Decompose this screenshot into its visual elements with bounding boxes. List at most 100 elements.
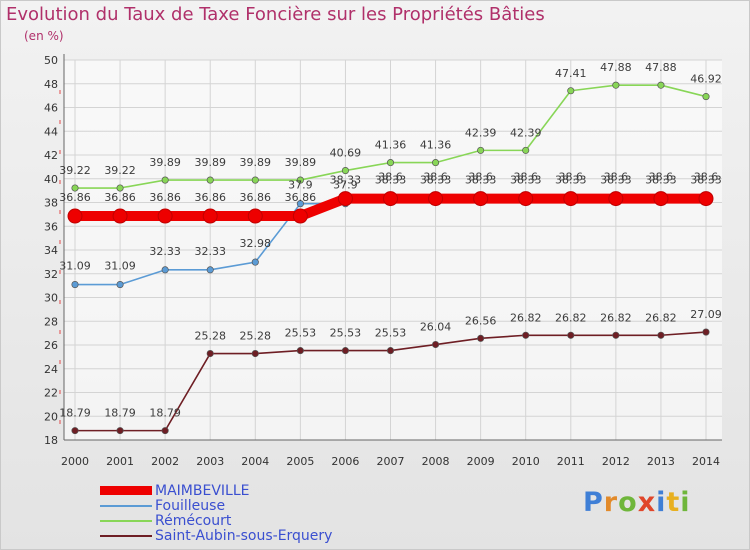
data-point-fouilleuse [116,281,124,289]
data-label-maimbeville: 38.33 [465,174,497,187]
legend-label-maimbeville: MAIMBEVILLE [155,483,250,499]
data-point-remecourt [657,81,665,89]
logo-letter: i [680,487,691,518]
data-label-maimbeville: 36.86 [240,191,272,204]
data-point-remecourt [386,159,395,167]
data-point-maimbeville [67,208,83,224]
data-point-saint-aubin [116,427,124,435]
y-tick-label: 38 [44,197,58,210]
logo-letter: P [583,487,604,518]
data-label-remecourt: 39.22 [59,164,91,177]
data-label-maimbeville: 38.33 [645,174,677,187]
x-tick-label: 2007 [377,455,405,468]
data-label-maimbeville: 38.33 [330,174,362,187]
data-label-saint-aubin: 26.04 [420,321,452,334]
x-tick-label: 2010 [512,455,540,468]
data-label-maimbeville: 38.33 [420,174,452,187]
legend-swatch-saint-aubin [100,535,152,537]
logo-letter: o [618,487,638,518]
legend-swatch-remecourt [100,520,152,522]
data-point-saint-aubin [296,347,304,355]
data-label-saint-aubin: 26.82 [510,311,542,324]
data-point-remecourt [567,87,575,95]
data-label-remecourt: 47.41 [555,67,587,80]
data-point-maimbeville [202,208,218,224]
y-tick-label: 22 [44,387,58,400]
y-tick-label: 44 [44,125,58,138]
data-point-saint-aubin [522,331,530,339]
data-point-saint-aubin [206,349,214,358]
data-label-maimbeville: 38.33 [690,174,722,187]
proxiti-logo: Proxiti [583,487,691,518]
legend-swatch-fouilleuse [100,505,152,507]
data-label-saint-aubin: 25.53 [375,327,407,340]
legend-label-remecourt: Rémécourt [155,513,232,529]
x-tick-label: 2011 [557,455,585,468]
y-tick-label: 40 [44,173,58,186]
data-point-remecourt [116,184,124,192]
data-point-fouilleuse [296,200,304,208]
x-tick-label: 2009 [467,455,495,468]
data-point-fouilleuse [71,281,79,289]
y-tick-label: 36 [44,220,58,233]
data-label-remecourt: 42.39 [510,126,542,139]
y-tick-label: 26 [44,339,58,352]
data-label-saint-aubin: 18.79 [59,407,91,420]
data-label-saint-aubin: 18.79 [104,407,136,420]
x-tick-label: 2014 [692,455,720,468]
data-label-saint-aubin: 26.82 [555,311,587,324]
data-label-maimbeville: 38.33 [555,174,587,187]
data-point-saint-aubin [386,347,395,355]
data-point-remecourt [161,176,169,184]
data-label-fouilleuse: 38.6 [649,170,674,183]
data-point-maimbeville [247,208,263,224]
data-label-saint-aubin: 26.82 [600,311,632,324]
data-label-remecourt: 47.88 [600,61,632,74]
data-point-remecourt [251,176,259,184]
data-point-maimbeville [157,208,173,224]
x-tick-label: 2001 [106,455,134,468]
data-point-saint-aubin [432,340,440,349]
data-label-maimbeville: 36.86 [149,191,181,204]
data-label-saint-aubin: 27.09 [690,308,722,321]
x-tick-label: 2003 [196,455,224,468]
data-label-fouilleuse: 37.9 [288,179,313,192]
data-label-saint-aubin: 25.28 [194,330,226,343]
logo-letter: t [666,487,681,518]
data-label-remecourt: 41.36 [375,139,407,152]
data-label-remecourt: 39.89 [240,156,272,169]
data-point-saint-aubin [657,331,665,339]
x-tick-label: 2002 [151,455,179,468]
data-point-maimbeville [428,191,444,207]
y-tick-label: 46 [44,102,58,115]
logo-letter: i [656,487,667,518]
data-point-remecourt [71,184,79,192]
data-label-fouilleuse: 38.6 [378,170,403,183]
data-point-fouilleuse [251,258,259,266]
x-tick-label: 2008 [422,455,450,468]
data-label-fouilleuse: 38.6 [694,170,719,183]
data-label-maimbeville: 38.33 [600,174,632,187]
data-point-maimbeville [112,208,128,224]
y-tick-label: 28 [44,315,58,328]
data-label-remecourt: 46.92 [690,73,722,86]
data-point-maimbeville [383,191,398,207]
data-point-saint-aubin [161,427,169,435]
data-point-remecourt [702,93,710,101]
data-label-maimbeville: 36.86 [285,191,317,204]
data-label-fouilleuse: 32.33 [194,245,226,258]
data-label-maimbeville: 36.86 [104,191,136,204]
data-label-fouilleuse: 38.6 [423,170,448,183]
data-label-remecourt: 42.39 [465,126,497,139]
y-tick-label: 20 [44,410,58,423]
data-label-fouilleuse: 37.9 [333,179,358,192]
data-point-saint-aubin [702,328,710,336]
data-point-maimbeville [698,191,714,207]
x-tick-label: 2012 [602,455,630,468]
x-tick-label: 2006 [331,455,359,468]
data-label-fouilleuse: 32.98 [240,237,272,250]
data-label-saint-aubin: 26.82 [645,311,677,324]
data-point-maimbeville [292,208,308,224]
data-point-saint-aubin [477,334,485,342]
